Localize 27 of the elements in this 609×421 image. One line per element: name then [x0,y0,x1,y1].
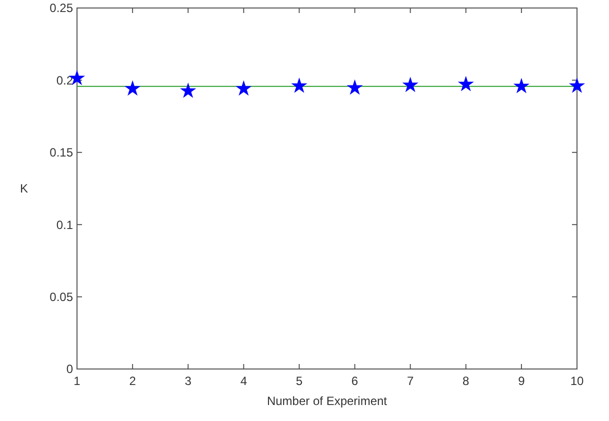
y-tick-label: 0.05 [50,290,74,304]
x-tick-label: 1 [74,374,81,388]
point [181,84,195,97]
point [292,78,306,92]
point [404,78,418,92]
x-tick-label: 6 [351,374,358,388]
x-tick-label: 10 [570,374,584,388]
y-tick-label: 0.15 [50,146,74,160]
y-tick-label: 0.1 [56,218,74,232]
y-tick-label: 0.25 [50,1,74,16]
y-axis-title: K [20,182,28,196]
x-tick-label: 7 [406,374,414,388]
x-tick-label: 3 [184,374,192,388]
point [459,77,473,90]
x-tick-label: 9 [518,374,526,388]
x-tick-label: 2 [129,374,136,388]
x-axis-title: Number of Experiment [266,394,388,408]
point [570,78,584,92]
y-tick-label: 0.2 [56,73,74,88]
x-tick-label: 8 [462,374,470,388]
point [236,82,250,95]
point [126,82,140,95]
point [514,79,528,92]
y-tick-label: 0 [66,362,74,376]
x-tick-label: 4 [240,374,248,388]
x-tick-label: 5 [296,374,303,388]
point [348,80,362,94]
